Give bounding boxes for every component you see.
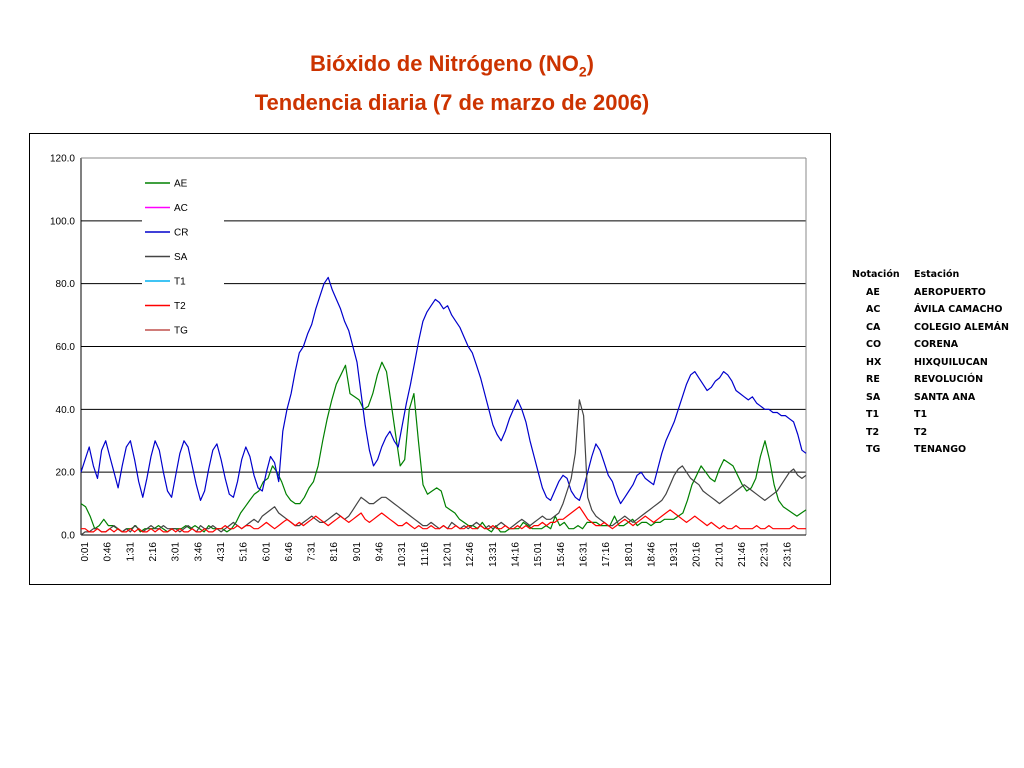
x-tick-label: 18:46 bbox=[646, 542, 657, 567]
station-name: T1 bbox=[914, 409, 928, 421]
x-tick-label: 1:31 bbox=[125, 542, 136, 562]
chart-title: Bióxido de Nitrógeno (NO2) Tendencia dia… bbox=[0, 48, 904, 118]
station-name: HIXQUILUCAN bbox=[914, 356, 988, 368]
station-code: CO bbox=[866, 339, 882, 351]
x-tick-label: 13:31 bbox=[488, 542, 499, 567]
chart-area: 0.0 20.0 40.0 60.0 80.0 100.0 120.0 0:01 0:46 1:3… bbox=[29, 133, 831, 585]
station-legend-table: Notación Estación AE AEROPUERTO AC ÁVILA CAMA… bbox=[848, 266, 1009, 459]
station-code: AC bbox=[866, 304, 881, 316]
x-tick-label: 10:31 bbox=[397, 542, 408, 567]
legend-label: T2 bbox=[174, 301, 186, 312]
x-tick-label: 5:16 bbox=[239, 542, 250, 562]
line-chart: 0.0 20.0 40.0 60.0 80.0 100.0 120.0 0:01 0:46 1:3… bbox=[50, 154, 807, 567]
x-tick-label: 20:16 bbox=[692, 542, 703, 567]
legend-box bbox=[142, 171, 224, 345]
station-code: T2 bbox=[866, 426, 880, 438]
x-tick-label: 21:01 bbox=[714, 542, 725, 567]
x-tick-label: 15:46 bbox=[556, 542, 567, 567]
x-tick-label: 17:16 bbox=[601, 542, 612, 567]
y-tick-label: 100.0 bbox=[50, 216, 75, 227]
x-tick-label: 16:31 bbox=[578, 542, 589, 567]
chart-title-line2: Tendencia diaria (7 de marzo de 2006) bbox=[254, 90, 650, 116]
station-row: CA COLEGIO ALEMÁN bbox=[848, 319, 1009, 337]
x-tick-label: 9:46 bbox=[375, 542, 386, 562]
x-tick-label: 6:01 bbox=[261, 542, 272, 562]
title-prefix: Bióxido de Nitrógeno (NO bbox=[309, 51, 579, 76]
x-tick-label: 6:46 bbox=[284, 542, 295, 562]
x-tick-label: 7:31 bbox=[307, 542, 318, 562]
title-subscript: 2 bbox=[578, 63, 587, 80]
x-tick-label: 11:16 bbox=[420, 542, 431, 567]
series-line-t2 bbox=[81, 506, 806, 533]
series-line-ae bbox=[80, 361, 807, 533]
x-tick-label: 14:16 bbox=[510, 542, 521, 567]
legend-label: AE bbox=[174, 179, 188, 190]
station-code: T1 bbox=[866, 409, 880, 421]
title-suffix: ) bbox=[586, 51, 594, 76]
station-code: CA bbox=[866, 321, 881, 333]
station-code: AE bbox=[866, 286, 880, 298]
series-line-cr bbox=[80, 276, 807, 505]
x-tick-label: 15:01 bbox=[533, 542, 544, 567]
x-tick-label: 8:16 bbox=[329, 542, 340, 562]
legend-label: SA bbox=[174, 252, 188, 263]
x-tick-label: 9:01 bbox=[352, 542, 363, 562]
station-name: REVOLUCIÓN bbox=[914, 374, 984, 386]
legend-label: TG bbox=[174, 326, 188, 337]
x-tick-label: 12:01 bbox=[443, 542, 454, 567]
x-tick-label: 18:01 bbox=[624, 542, 635, 567]
station-name: SANTA ANA bbox=[914, 391, 976, 403]
x-tick-label: 19:31 bbox=[669, 542, 680, 567]
station-name: COLEGIO ALEMÁN bbox=[914, 321, 1009, 333]
x-tick-label: 2:16 bbox=[148, 542, 159, 562]
y-tick-label: 80.0 bbox=[56, 279, 76, 290]
series-line-sa bbox=[80, 399, 807, 536]
station-row: HX HIXQUILUCAN bbox=[848, 354, 1009, 372]
station-row: CO CORENA bbox=[848, 336, 1009, 354]
x-tick-label: 23:16 bbox=[782, 542, 793, 567]
station-code: SA bbox=[866, 391, 881, 403]
x-tick-label: 21:46 bbox=[737, 542, 748, 567]
y-tick-label: 60.0 bbox=[56, 342, 76, 353]
station-name: TENANGO bbox=[914, 444, 967, 456]
station-code: TG bbox=[866, 444, 881, 456]
header-estacion: Estación bbox=[914, 269, 960, 281]
station-code: RE bbox=[866, 374, 880, 386]
y-tick-label: 0.0 bbox=[61, 531, 75, 542]
station-row: AC ÁVILA CAMACHO bbox=[848, 301, 1009, 319]
station-name: ÁVILA CAMACHO bbox=[914, 304, 1003, 316]
station-row: T2 T2 bbox=[848, 424, 1009, 442]
station-table-header: Notación Estación bbox=[848, 266, 1009, 284]
station-name: CORENA bbox=[914, 339, 959, 351]
chart-title-line1: Bióxido de Nitrógeno (NO2) bbox=[0, 48, 904, 87]
x-tick-label: 22:31 bbox=[760, 542, 771, 567]
x-tick-label: 0:46 bbox=[103, 542, 114, 562]
station-row: TG TENANGO bbox=[848, 441, 1009, 459]
y-tick-label: 20.0 bbox=[56, 468, 76, 479]
station-name: AEROPUERTO bbox=[914, 286, 986, 298]
legend-label: T1 bbox=[174, 277, 186, 288]
x-tick-label: 0:01 bbox=[80, 542, 91, 562]
station-row: T1 T1 bbox=[848, 406, 1009, 424]
header-notacion: Notación bbox=[852, 269, 900, 281]
station-code: HX bbox=[866, 356, 882, 368]
station-row: RE REVOLUCIÓN bbox=[848, 371, 1009, 389]
station-row: SA SANTA ANA bbox=[848, 389, 1009, 407]
station-row: AE AEROPUERTO bbox=[848, 284, 1009, 302]
x-tick-label: 3:01 bbox=[171, 542, 182, 562]
x-tick-label: 4:31 bbox=[216, 542, 227, 562]
station-name: T2 bbox=[914, 426, 928, 438]
legend-label: AC bbox=[174, 203, 188, 214]
x-tick-label: 3:46 bbox=[193, 542, 204, 562]
y-tick-label: 40.0 bbox=[56, 405, 76, 416]
legend-label: CR bbox=[174, 228, 188, 239]
x-tick-label: 12:46 bbox=[465, 542, 476, 567]
y-tick-label: 120.0 bbox=[50, 154, 75, 165]
